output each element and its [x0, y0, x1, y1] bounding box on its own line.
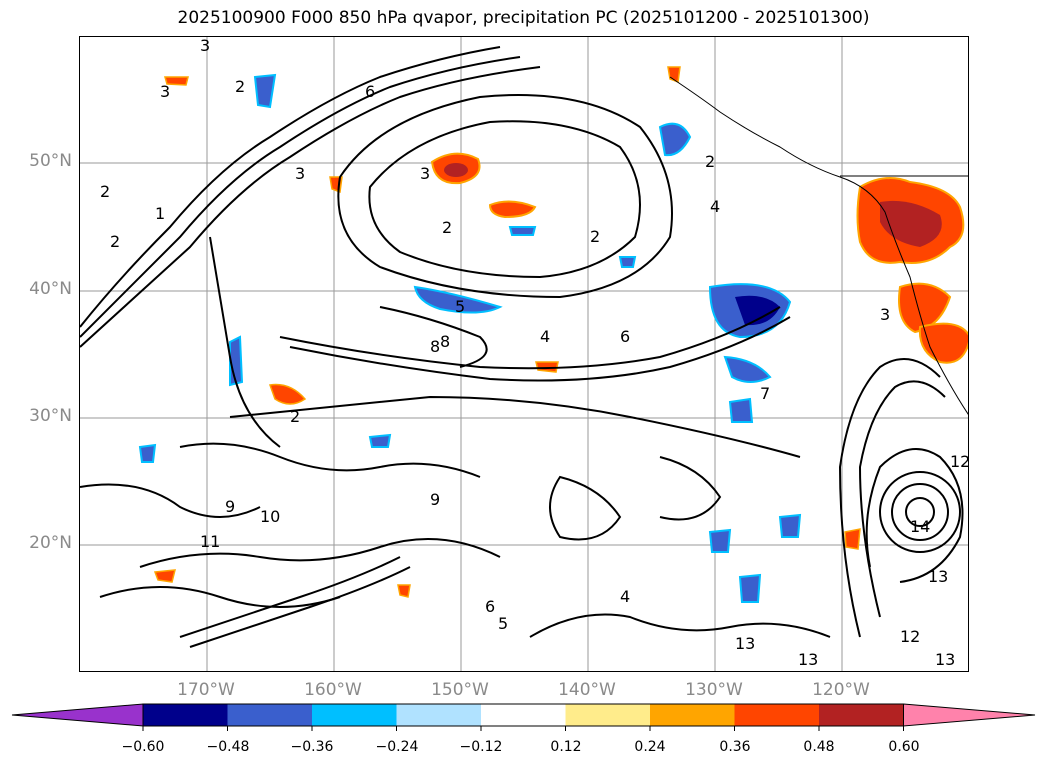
contour-label: 14 — [910, 517, 930, 536]
lon-label-150w: 150°W — [431, 680, 489, 700]
map-plot-area: 3 2 3 2 1 2 6 3 2 3 2 4 6 5 4 2 3 2 8 9 … — [79, 36, 969, 672]
contour-label: 4 — [620, 587, 630, 606]
contour-label: 12 — [950, 452, 969, 471]
contour-label: 6 — [620, 327, 630, 346]
colorbar-segment — [312, 704, 397, 726]
lat-label-30n: 30°N — [29, 406, 72, 426]
contour-label: 13 — [935, 650, 955, 669]
qvapor-contours — [80, 46, 964, 648]
colorbar-tick-label: 0.12 — [550, 739, 582, 755]
contour-label: 8 — [430, 337, 440, 356]
colorbar-segment — [734, 704, 819, 726]
colorbar-tick-label: 0.48 — [803, 739, 835, 755]
lat-label-40n: 40°N — [29, 279, 72, 299]
lon-label-170w: 170°W — [177, 680, 235, 700]
contour-label: 11 — [200, 532, 220, 551]
contour-label: 13 — [928, 567, 948, 586]
contour-label: 2 — [235, 77, 245, 96]
colorbar-segment — [819, 704, 904, 726]
contour-label: 3 — [420, 164, 430, 183]
contour-label: 2 — [705, 152, 715, 171]
contour-label: 7 — [760, 384, 770, 403]
contour-label: 2 — [100, 182, 110, 201]
colorbar-tick-label: 0.36 — [719, 739, 751, 755]
colorbar-extend-min — [11, 703, 144, 727]
colorbar-tick-label: −0.60 — [121, 739, 165, 755]
contour-label: 4 — [710, 197, 720, 216]
lon-label-130w: 130°W — [685, 680, 743, 700]
contour-label: 2 — [290, 407, 300, 426]
colorbar-segment — [650, 704, 735, 726]
colorbar-tick-label: −0.12 — [459, 739, 503, 755]
contour-label: 6 — [365, 82, 375, 101]
colorbar-segment — [565, 704, 650, 726]
colorbar-extend-max — [903, 703, 1036, 727]
lat-label-20n: 20°N — [29, 533, 72, 553]
graticule — [80, 37, 968, 671]
contour-label: 2 — [442, 218, 452, 237]
lon-label-160w: 160°W — [304, 680, 362, 700]
contour-label: 13 — [798, 650, 818, 669]
colorbar-tick-label: −0.36 — [290, 739, 334, 755]
contour-label: 6 — [485, 597, 495, 616]
contour-label: 9 — [225, 497, 235, 516]
contour-label: 2 — [110, 232, 120, 251]
contour-label: 3 — [200, 37, 210, 55]
colorbar-tick-label: −0.48 — [206, 739, 250, 755]
colorbar-segments — [11, 703, 1036, 731]
contour-label: 1 — [155, 204, 165, 223]
map-canvas: 3 2 3 2 1 2 6 3 2 3 2 4 6 5 4 2 3 2 8 9 … — [80, 37, 969, 671]
lat-label-50n: 50°N — [29, 151, 72, 171]
contour-label: 10 — [260, 507, 280, 526]
contour-label: 9 — [430, 490, 440, 509]
colorbar-segment — [227, 704, 312, 726]
contour-label: 13 — [735, 634, 755, 653]
contour-label: 3 — [160, 82, 170, 101]
colorbar-tick-label: −0.24 — [375, 739, 419, 755]
map-title: 2025100900 F000 850 hPa qvapor, precipit… — [177, 8, 870, 28]
colorbar-outline — [142, 703, 904, 727]
contour-label: 8 — [440, 332, 450, 351]
contour-label: 12 — [900, 627, 920, 646]
colorbar-tick-label: 0.24 — [634, 739, 666, 755]
precip-positive-shading — [153, 66, 968, 598]
contour-label: 5 — [455, 297, 465, 316]
contour-labels: 3 2 3 2 1 2 6 3 2 3 2 4 6 5 4 2 3 2 8 9 … — [100, 37, 969, 669]
contour-label: 3 — [880, 305, 890, 324]
lon-label-120w: 120°W — [812, 680, 870, 700]
contour-label: 2 — [590, 227, 600, 246]
coastline — [669, 76, 968, 415]
colorbar-segment — [143, 704, 228, 726]
lon-label-140w: 140°W — [558, 680, 616, 700]
contour-label: 3 — [295, 164, 305, 183]
contour-label: 5 — [498, 614, 508, 633]
precip-negative-shading — [138, 73, 802, 603]
colorbar-segment — [396, 704, 481, 726]
colorbar — [11, 703, 1036, 731]
colorbar-segment — [481, 704, 566, 726]
colorbar-tick-label: 0.60 — [888, 739, 920, 755]
contour-label: 4 — [540, 327, 550, 346]
